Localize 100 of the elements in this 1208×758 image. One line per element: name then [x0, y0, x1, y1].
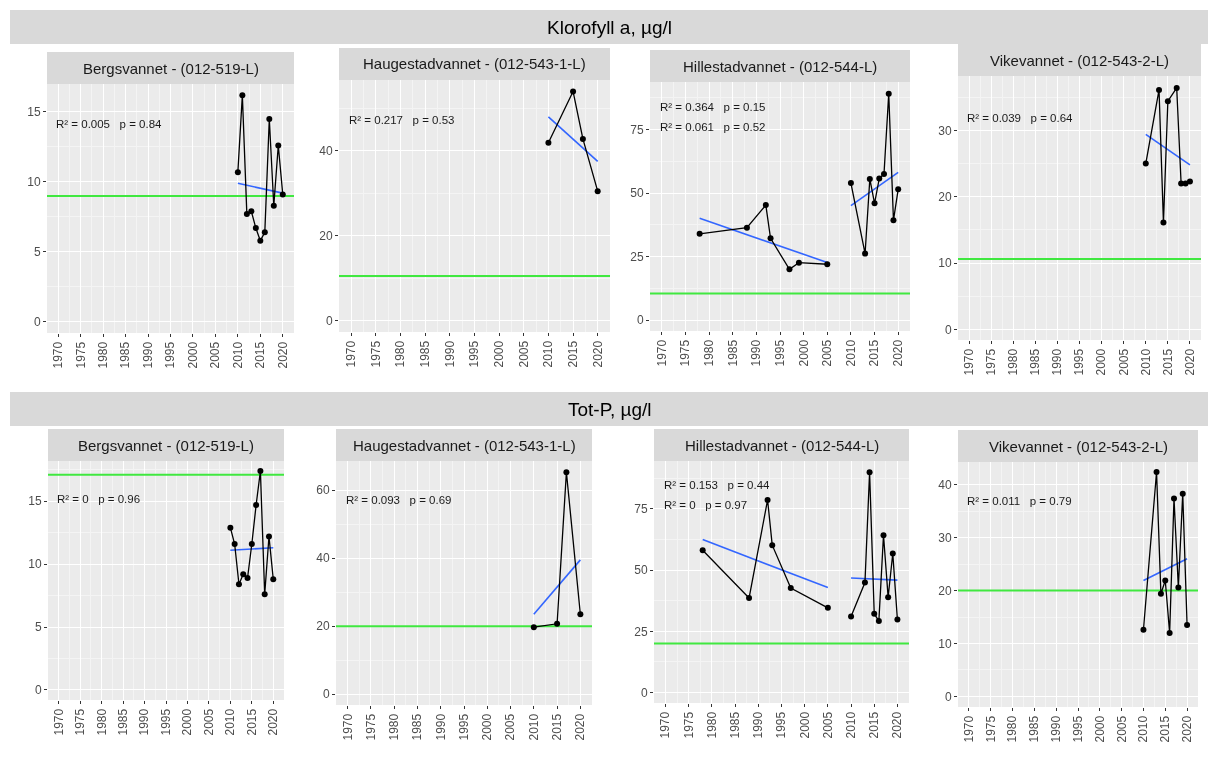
x-tick-label: 2020: [890, 711, 905, 739]
point: [890, 217, 897, 224]
point: [862, 250, 869, 257]
x-tick-label: 2000: [185, 341, 200, 369]
point: [786, 266, 793, 273]
y-tick-label: 15: [27, 105, 41, 120]
x-tick-label: 2000: [797, 711, 812, 739]
point: [261, 591, 268, 598]
x-tick-label: 1990: [1049, 715, 1064, 743]
point: [866, 175, 873, 182]
annotation: R² = 0.005 p = 0.84: [56, 118, 163, 130]
point: [894, 616, 901, 623]
x-tick-label: 2000: [1092, 715, 1107, 743]
point: [746, 595, 753, 602]
x-tick-label: 2005: [516, 340, 531, 368]
point: [240, 571, 247, 578]
x-tick-label: 1980: [387, 713, 402, 741]
y-tick-label: 60: [316, 483, 330, 498]
x-tick-label: 2000: [796, 339, 811, 367]
point: [871, 610, 878, 617]
point: [762, 202, 769, 209]
x-tick-label: 1980: [94, 708, 109, 736]
x-tick-label: 1995: [1070, 715, 1085, 743]
y-tick-label: 5: [34, 620, 42, 635]
y-tick-label: 0: [322, 687, 330, 702]
x-tick-label: 2005: [1116, 348, 1131, 376]
x-tick-label: 1995: [772, 339, 787, 367]
annotation: R² = 0.039 p = 0.64: [967, 112, 1074, 124]
point: [1184, 621, 1191, 628]
annotation: R² = 0.217 p = 0.53: [349, 114, 455, 126]
point: [1173, 84, 1180, 91]
point: [764, 496, 771, 503]
point: [279, 191, 286, 198]
x-tick-label: 2010: [223, 708, 238, 736]
point: [270, 576, 277, 583]
x-tick-label: 2015: [867, 339, 882, 367]
point: [244, 574, 251, 581]
x-tick-label: 1970: [51, 341, 66, 369]
x-tick-label: 1975: [984, 348, 999, 376]
y-tick-label: 25: [634, 624, 648, 639]
y-tick-label: 40: [319, 144, 333, 159]
x-tick-label: 2010: [526, 713, 541, 741]
point: [239, 92, 246, 99]
y-tick-label: 20: [319, 228, 333, 243]
x-tick-label: 2020: [590, 340, 605, 368]
x-tick-label: 2010: [843, 339, 858, 367]
x-tick-label: 1990: [140, 341, 155, 369]
y-tick-label: 0: [640, 685, 648, 700]
point: [847, 180, 854, 187]
x-tick-label: 1980: [1005, 715, 1020, 743]
point: [1171, 495, 1177, 502]
y-tick-label: 10: [27, 175, 41, 190]
point: [243, 211, 250, 218]
x-tick-label: 2005: [503, 713, 518, 741]
x-tick-label: 2005: [1114, 715, 1129, 743]
point: [889, 550, 896, 557]
x-tick-label: 1970: [340, 713, 355, 741]
point: [876, 175, 883, 182]
x-tick-label: 2015: [867, 711, 882, 739]
point: [895, 186, 902, 193]
point: [881, 170, 887, 177]
point: [861, 579, 868, 586]
chart-title: Vikevannet - (012-543-2-L): [990, 52, 1169, 69]
point: [545, 139, 552, 146]
x-tick-label: 1985: [725, 339, 740, 367]
point: [769, 542, 776, 549]
y-tick-label: 10: [28, 557, 42, 572]
x-tick-label: 2010: [1136, 715, 1151, 743]
x-tick-label: 1970: [961, 715, 976, 743]
x-tick-label: 1980: [701, 339, 716, 367]
x-tick-label: 1980: [393, 340, 408, 368]
x-tick-label: 1970: [51, 708, 66, 736]
y-tick-label: 75: [634, 502, 648, 517]
x-tick-label: 1995: [163, 341, 178, 369]
point: [594, 188, 601, 195]
point: [866, 469, 873, 476]
x-tick-label: 2005: [820, 339, 835, 367]
point: [252, 225, 259, 232]
point: [265, 533, 272, 540]
x-tick-label: 2000: [180, 708, 195, 736]
x-tick-label: 2020: [1182, 348, 1197, 376]
point: [1156, 86, 1163, 93]
x-tick-label: 1985: [728, 711, 743, 739]
annotation: R² = 0 p = 0.97: [664, 499, 748, 511]
x-tick-label: 1975: [983, 715, 998, 743]
x-tick-label: 1985: [418, 340, 433, 368]
point: [266, 115, 273, 122]
y-tick-label: 30: [938, 123, 952, 138]
x-tick-label: 2005: [820, 711, 835, 739]
y-tick-label: 0: [944, 689, 952, 704]
annotation: R² = 0.093 p = 0.69: [346, 494, 452, 506]
point: [270, 202, 277, 209]
chart-title: Bergsvannet - (012-519-L): [78, 437, 254, 454]
point: [1186, 178, 1193, 185]
point: [743, 224, 750, 231]
y-tick-label: 25: [630, 249, 644, 264]
annotation: R² = 0.364 p = 0.15: [660, 101, 766, 113]
point: [570, 88, 577, 95]
point: [235, 581, 242, 588]
x-tick-label: 1975: [681, 711, 696, 739]
